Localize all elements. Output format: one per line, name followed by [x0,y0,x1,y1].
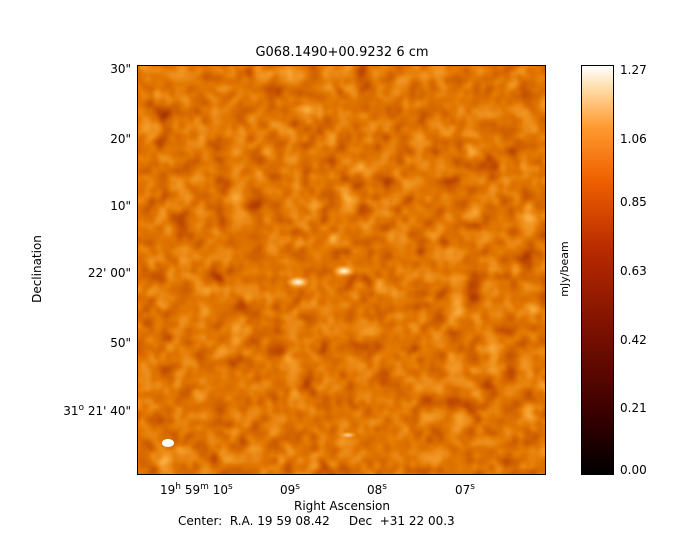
beam-ellipse [162,439,174,447]
colorbar-tick-label: 0.21 [620,401,647,415]
y-axis-label: Declination [30,235,44,303]
y-tick-label: 30" [110,62,131,76]
x-tick-label: 08s [367,482,387,498]
center-coordinates: Center: R.A. 19 59 08.42 Dec +31 22 00.3 [178,514,455,528]
bright-emission-peak [284,275,312,289]
y-tick-label: 50" [110,336,131,350]
colorbar-tick-label: 1.27 [620,63,647,77]
y-tick-label: 10" [110,199,131,213]
x-tick-label: 07s [455,482,475,498]
y-tick-label: 22' 00" [87,266,131,280]
colorbar-label: mJy/beam [558,241,571,297]
radio-map [137,65,546,475]
y-tick-label: 31o 21' 40" [63,403,131,419]
colorbar-tick-label: 0.63 [620,264,647,278]
colorbar-tick-label: 1.06 [620,132,647,146]
x-axis-label: Right Ascension [294,499,390,513]
colorbar-tick-label: 0.00 [620,463,647,477]
colorbar-tick-label: 0.85 [620,195,647,209]
x-tick-label: 09s [280,482,300,498]
bright-emission-peak [331,264,357,278]
intensity-image [138,66,545,474]
colorbar-tick-label: 0.42 [620,333,647,347]
x-tick-label: 19h 59m 10s [160,482,233,498]
colorbar [581,65,614,475]
y-tick-label: 20" [110,132,131,146]
plot-title: G068.1490+00.9232 6 cm [255,45,429,60]
emission-knot [338,431,358,439]
